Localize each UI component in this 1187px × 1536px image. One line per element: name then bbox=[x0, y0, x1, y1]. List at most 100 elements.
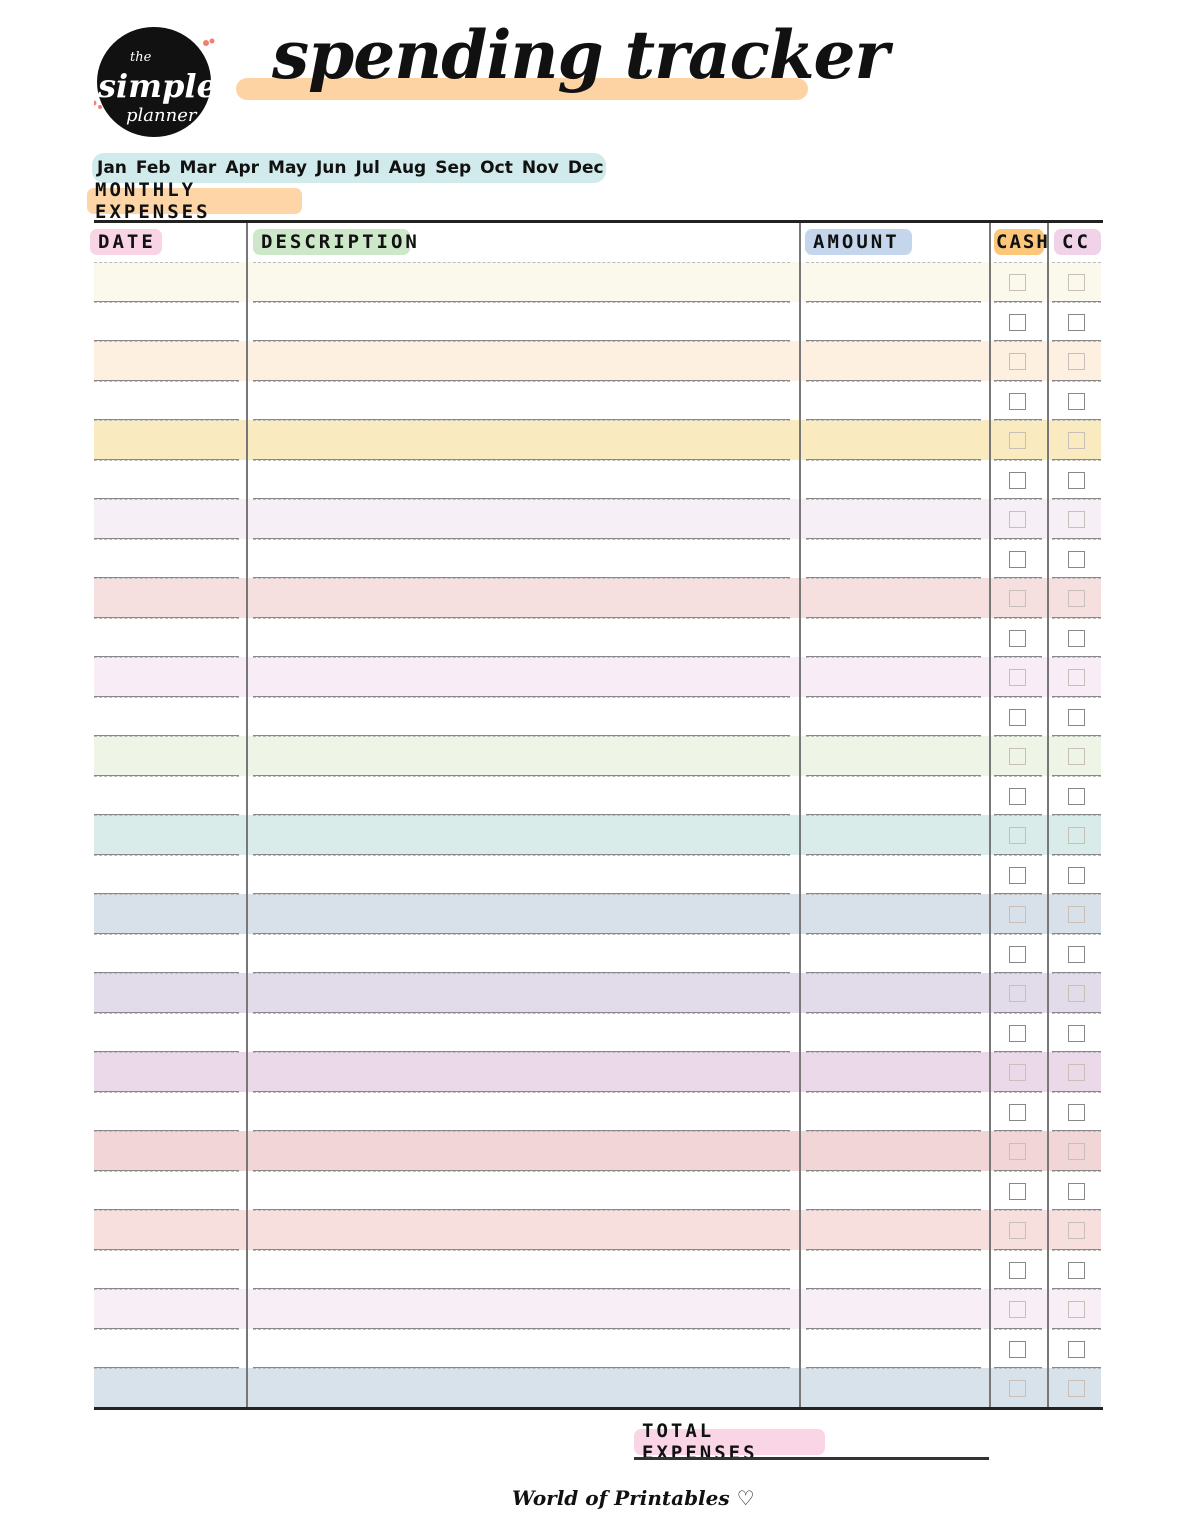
cash-checkbox[interactable] bbox=[1009, 392, 1026, 410]
amount-cell[interactable] bbox=[806, 380, 981, 420]
amount-cell[interactable] bbox=[806, 1289, 981, 1329]
description-cell[interactable] bbox=[253, 696, 790, 736]
date-cell[interactable] bbox=[94, 1131, 239, 1171]
description-cell[interactable] bbox=[253, 1210, 790, 1250]
cash-checkbox[interactable] bbox=[1009, 1024, 1026, 1042]
cc-checkbox[interactable] bbox=[1068, 1301, 1085, 1318]
date-cell[interactable] bbox=[94, 775, 239, 815]
cash-checkbox[interactable] bbox=[1009, 313, 1026, 331]
description-cell[interactable] bbox=[253, 1289, 790, 1329]
description-cell[interactable] bbox=[253, 973, 790, 1013]
date-cell[interactable] bbox=[94, 1368, 239, 1408]
month-jan[interactable]: Jan bbox=[97, 158, 127, 178]
amount-cell[interactable] bbox=[806, 973, 981, 1013]
description-cell[interactable] bbox=[253, 1249, 790, 1289]
description-cell[interactable] bbox=[253, 420, 790, 460]
month-dec[interactable]: Dec bbox=[567, 158, 604, 178]
date-cell[interactable] bbox=[94, 301, 239, 341]
cc-checkbox[interactable] bbox=[1068, 1103, 1085, 1121]
description-cell[interactable] bbox=[253, 933, 790, 973]
date-cell[interactable] bbox=[94, 578, 239, 618]
description-cell[interactable] bbox=[253, 459, 790, 499]
cc-checkbox[interactable] bbox=[1068, 708, 1085, 726]
cc-checkbox[interactable] bbox=[1068, 511, 1085, 528]
cash-checkbox[interactable] bbox=[1009, 1103, 1026, 1121]
amount-cell[interactable] bbox=[806, 894, 981, 934]
description-cell[interactable] bbox=[253, 301, 790, 341]
description-cell[interactable] bbox=[253, 736, 790, 776]
date-cell[interactable] bbox=[94, 420, 239, 460]
description-cell[interactable] bbox=[253, 262, 790, 302]
cc-checkbox[interactable] bbox=[1068, 827, 1085, 844]
description-cell[interactable] bbox=[253, 380, 790, 420]
cc-checkbox[interactable] bbox=[1068, 1380, 1085, 1397]
date-cell[interactable] bbox=[94, 1012, 239, 1052]
cc-checkbox[interactable] bbox=[1068, 787, 1085, 805]
cc-checkbox[interactable] bbox=[1068, 1024, 1085, 1042]
month-oct[interactable]: Oct bbox=[480, 158, 513, 178]
cc-checkbox[interactable] bbox=[1068, 1222, 1085, 1239]
amount-cell[interactable] bbox=[806, 1012, 981, 1052]
amount-cell[interactable] bbox=[806, 696, 981, 736]
date-cell[interactable] bbox=[94, 854, 239, 894]
cc-checkbox[interactable] bbox=[1068, 985, 1085, 1002]
cc-checkbox[interactable] bbox=[1068, 629, 1085, 647]
date-cell[interactable] bbox=[94, 1328, 239, 1368]
cash-checkbox[interactable] bbox=[1009, 748, 1026, 765]
date-cell[interactable] bbox=[94, 657, 239, 697]
cc-checkbox[interactable] bbox=[1068, 1261, 1085, 1279]
cash-checkbox[interactable] bbox=[1009, 1222, 1026, 1239]
date-cell[interactable] bbox=[94, 815, 239, 855]
cash-checkbox[interactable] bbox=[1009, 511, 1026, 528]
cc-checkbox[interactable] bbox=[1068, 432, 1085, 449]
month-nov[interactable]: Nov bbox=[521, 158, 559, 178]
cash-checkbox[interactable] bbox=[1009, 471, 1026, 489]
amount-cell[interactable] bbox=[806, 538, 981, 578]
amount-cell[interactable] bbox=[806, 1131, 981, 1171]
cash-checkbox[interactable] bbox=[1009, 708, 1026, 726]
description-cell[interactable] bbox=[253, 854, 790, 894]
cc-checkbox[interactable] bbox=[1068, 866, 1085, 884]
cc-checkbox[interactable] bbox=[1068, 353, 1085, 370]
amount-cell[interactable] bbox=[806, 1328, 981, 1368]
cc-checkbox[interactable] bbox=[1068, 471, 1085, 489]
cc-checkbox[interactable] bbox=[1068, 590, 1085, 607]
cash-checkbox[interactable] bbox=[1009, 985, 1026, 1002]
amount-cell[interactable] bbox=[806, 341, 981, 381]
date-cell[interactable] bbox=[94, 538, 239, 578]
total-expenses-field[interactable] bbox=[634, 1457, 989, 1460]
cash-checkbox[interactable] bbox=[1009, 1064, 1026, 1081]
description-cell[interactable] bbox=[253, 578, 790, 618]
description-cell[interactable] bbox=[253, 1091, 790, 1131]
date-cell[interactable] bbox=[94, 1170, 239, 1210]
amount-cell[interactable] bbox=[806, 301, 981, 341]
date-cell[interactable] bbox=[94, 1249, 239, 1289]
cc-checkbox[interactable] bbox=[1068, 945, 1085, 963]
cash-checkbox[interactable] bbox=[1009, 1301, 1026, 1318]
description-cell[interactable] bbox=[253, 815, 790, 855]
cash-checkbox[interactable] bbox=[1009, 906, 1026, 923]
amount-cell[interactable] bbox=[806, 459, 981, 499]
amount-cell[interactable] bbox=[806, 1052, 981, 1092]
date-cell[interactable] bbox=[94, 973, 239, 1013]
month-jul[interactable]: Jul bbox=[355, 158, 380, 178]
description-cell[interactable] bbox=[253, 1131, 790, 1171]
date-cell[interactable] bbox=[94, 1289, 239, 1329]
amount-cell[interactable] bbox=[806, 420, 981, 460]
month-feb[interactable]: Feb bbox=[135, 158, 171, 178]
amount-cell[interactable] bbox=[806, 657, 981, 697]
amount-cell[interactable] bbox=[806, 1249, 981, 1289]
cc-checkbox[interactable] bbox=[1068, 274, 1085, 291]
cc-checkbox[interactable] bbox=[1068, 1143, 1085, 1160]
description-cell[interactable] bbox=[253, 538, 790, 578]
description-cell[interactable] bbox=[253, 894, 790, 934]
description-cell[interactable] bbox=[253, 1170, 790, 1210]
date-cell[interactable] bbox=[94, 341, 239, 381]
cash-checkbox[interactable] bbox=[1009, 353, 1026, 370]
cash-checkbox[interactable] bbox=[1009, 1182, 1026, 1200]
amount-cell[interactable] bbox=[806, 854, 981, 894]
description-cell[interactable] bbox=[253, 657, 790, 697]
cc-checkbox[interactable] bbox=[1068, 669, 1085, 686]
cash-checkbox[interactable] bbox=[1009, 432, 1026, 449]
amount-cell[interactable] bbox=[806, 499, 981, 539]
